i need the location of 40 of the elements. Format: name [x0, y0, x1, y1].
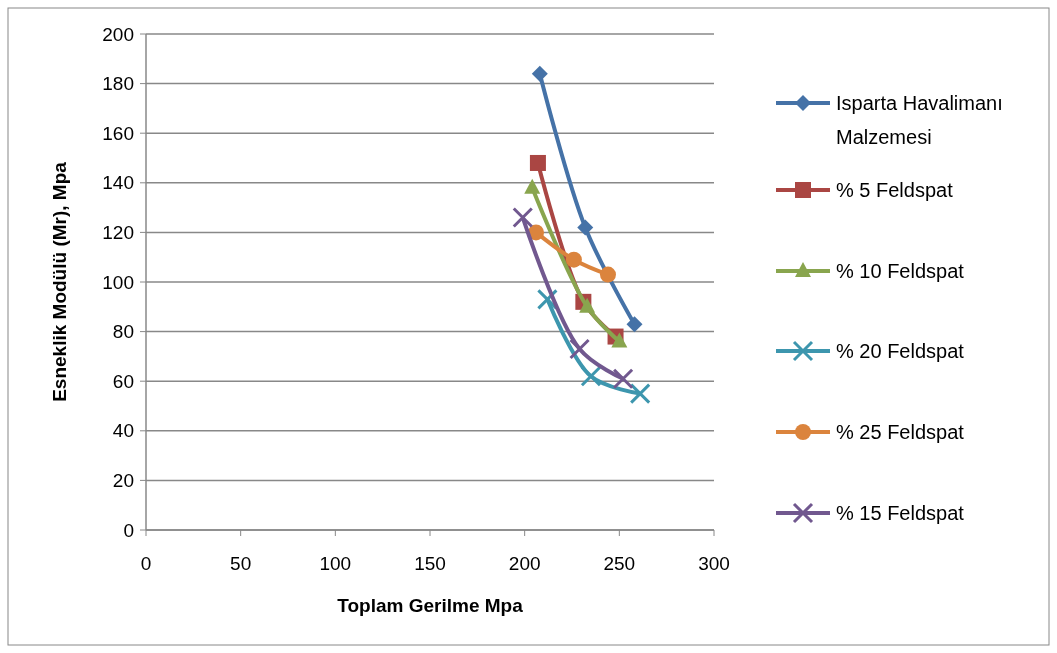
point [569, 338, 591, 360]
x-tick-label: 250 [603, 553, 636, 574]
legend-label: % 20 Feldspat [836, 340, 965, 362]
x-tick-label: 100 [319, 553, 352, 574]
y-tick-label: 140 [102, 172, 134, 194]
y-tick-label: 80 [112, 321, 134, 343]
y-tick-label: 20 [112, 470, 134, 492]
x-axis-title: Toplam Gerilme Mpa [337, 595, 524, 616]
point [524, 178, 541, 194]
y-tick-label: 0 [123, 519, 134, 541]
x-tick-label: 200 [508, 553, 541, 574]
y-tick-label: 160 [102, 122, 134, 144]
point [531, 65, 548, 82]
y-tick-label: 100 [102, 271, 134, 293]
legend-label: % 25 Feldspat [836, 421, 965, 443]
point [612, 368, 634, 390]
point [528, 224, 545, 241]
y-tick-label: 40 [112, 420, 134, 442]
y-tick-label: 120 [102, 222, 134, 244]
point [626, 316, 643, 333]
point [529, 154, 546, 171]
y-tick-label: 200 [102, 23, 134, 45]
y-axis-title: Esneklik Modülü (Mr), Mpa [49, 161, 70, 402]
legend-label: % 15 Feldspat [836, 502, 965, 524]
point [599, 266, 616, 283]
y-tick-label: 180 [102, 73, 134, 95]
point [611, 332, 628, 348]
x-tick-label: 150 [414, 553, 446, 574]
point [577, 219, 594, 236]
x-tick-label: 300 [698, 553, 730, 574]
point [580, 365, 602, 387]
point [512, 207, 534, 229]
point [579, 297, 596, 313]
y-tick-label: 60 [112, 370, 134, 392]
point [629, 383, 651, 405]
legend-label: Isparta Havalimanı Malzemesi [836, 92, 1003, 148]
x-tick-label: 0 [140, 553, 152, 574]
legend-label: % 10 Feldspat [836, 260, 965, 282]
legend-label: % 5 Feldspat [836, 179, 954, 201]
x-tick-label: 50 [230, 553, 252, 574]
